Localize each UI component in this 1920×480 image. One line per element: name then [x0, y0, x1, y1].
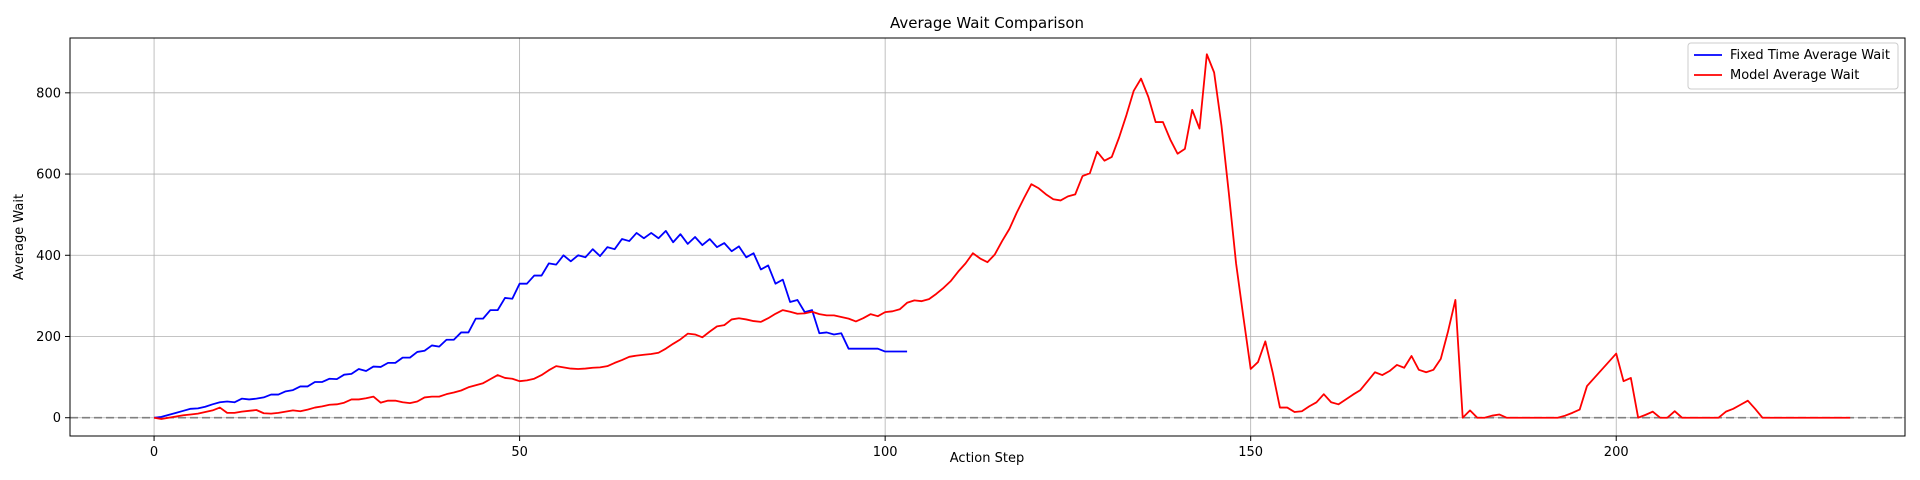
grid [70, 38, 1905, 436]
x-tick-label: 0 [150, 445, 158, 460]
y-tick-label: 600 [36, 168, 61, 183]
y-tick-label: 0 [53, 411, 61, 426]
legend-label-model: Model Average Wait [1730, 68, 1859, 83]
series-line-fixed-time [153, 230, 908, 419]
chart-title: Average Wait Comparison [890, 14, 1084, 32]
x-tick-label: 50 [511, 445, 528, 460]
legend-box [1687, 42, 1899, 90]
y-tick-label: 800 [36, 86, 61, 101]
x-tick-label: 100 [873, 445, 898, 460]
x-axis-ticks: 0 50 100 150 200 [150, 436, 1629, 460]
y-axis-label: Average Wait [12, 194, 27, 280]
legend: Fixed Time Average Wait Model Average Wa… [1687, 42, 1899, 90]
plot-frame [69, 37, 1906, 437]
x-tick-label: 200 [1604, 445, 1629, 460]
legend-label-fixed: Fixed Time Average Wait [1730, 48, 1890, 63]
y-tick-label: 200 [36, 330, 61, 345]
series-layer [153, 53, 1851, 420]
series-line-model [153, 53, 1851, 420]
y-axis-ticks: 0 200 400 600 800 [36, 86, 70, 426]
x-tick-label: 150 [1238, 445, 1263, 460]
y-tick-label: 400 [36, 249, 61, 264]
x-axis-label: Action Step [950, 451, 1024, 466]
